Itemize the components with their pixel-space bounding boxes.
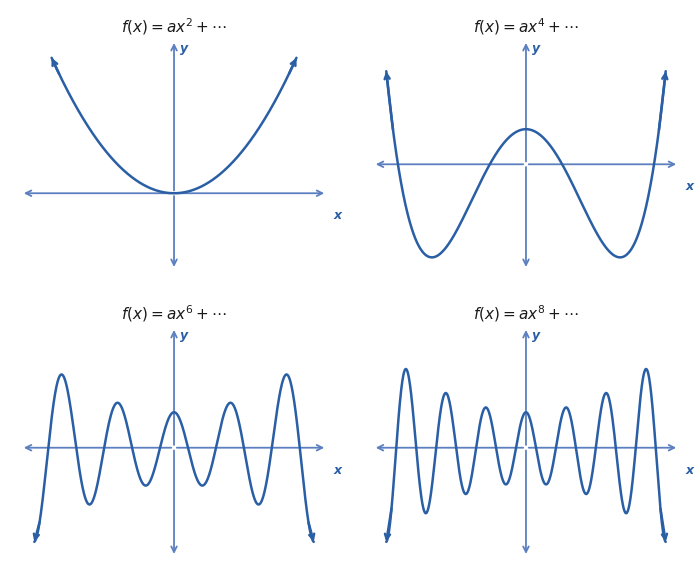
Text: x: x: [333, 210, 342, 222]
Text: y: y: [180, 329, 188, 343]
Text: $\mathit{f}(\mathit{x}) = \mathit{a}\mathit{x}^{6} + \cdots$: $\mathit{f}(\mathit{x}) = \mathit{a}\mat…: [121, 304, 227, 324]
Text: x: x: [333, 464, 342, 477]
Text: $\mathit{f}(\mathit{x}) = \mathit{a}\mathit{x}^{8} + \cdots$: $\mathit{f}(\mathit{x}) = \mathit{a}\mat…: [473, 304, 579, 324]
Text: y: y: [532, 42, 540, 56]
Text: $\mathit{f}(\mathit{x}) = \mathit{a}\mathit{x}^{4} + \cdots$: $\mathit{f}(\mathit{x}) = \mathit{a}\mat…: [473, 17, 579, 37]
Text: x: x: [685, 180, 693, 193]
Text: y: y: [532, 329, 540, 343]
Text: $\mathit{f}(\mathit{x}) = \mathit{a}\mathit{x}^{2} + \cdots$: $\mathit{f}(\mathit{x}) = \mathit{a}\mat…: [121, 17, 227, 37]
Text: x: x: [685, 464, 693, 477]
Text: y: y: [180, 42, 188, 56]
